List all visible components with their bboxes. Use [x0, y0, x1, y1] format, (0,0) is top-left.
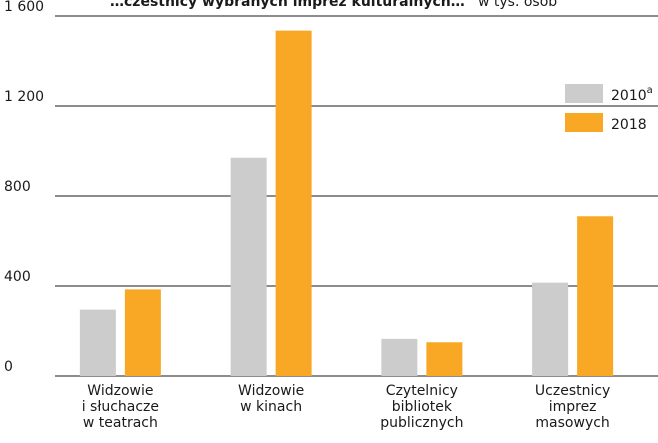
y-tick-label-1200: 1 200 [4, 89, 44, 105]
category-label-line: Uczestnicy [535, 383, 610, 399]
category-label-line: w teatrach [83, 415, 158, 431]
chart-title-unit: w tys. osób [478, 0, 557, 10]
y-axis-tick-labels: 0 400 800 1 200 1 600 [4, 0, 44, 375]
bar-2010-3 [532, 282, 569, 376]
category-label-line: masowych [535, 415, 609, 431]
category-label-line: publicznych [380, 415, 463, 431]
y-tick-label-800: 800 [4, 179, 31, 195]
bar-2018-3 [577, 216, 614, 376]
bar-2018-1 [275, 30, 312, 376]
bar-2010-0 [79, 309, 116, 376]
category-label-line: bibliotek [392, 399, 453, 415]
y-tick-label-0: 0 [4, 359, 13, 375]
legend-swatch-2018 [565, 113, 603, 132]
category-label-1: Widzowie w kinach [238, 383, 304, 415]
bar-2018-2 [426, 342, 463, 376]
legend-swatch-2010 [565, 84, 603, 103]
bar-2018-0 [124, 289, 161, 376]
category-label-line: imprez [549, 399, 597, 415]
category-label-line: w kinach [240, 399, 302, 415]
category-label-line: i słuchacze [82, 399, 159, 415]
category-label-0: Widzowie i słuchacze w teatrach [82, 383, 159, 431]
y-tick-label-1600: 1 600 [4, 0, 44, 15]
chart-title-group: …czestnicy wybranych imprez kulturalnych… [110, 0, 557, 10]
legend-superscript: a [647, 85, 653, 96]
category-label-2: Czytelnicy bibliotek publicznych [380, 383, 463, 431]
chart-title: …czestnicy wybranych imprez kulturalnych… [110, 0, 465, 10]
y-tick-label-400: 400 [4, 269, 31, 285]
bars-group [79, 30, 614, 376]
bar-2010-2 [381, 338, 418, 376]
legend: 2010a 2018 [565, 84, 653, 133]
category-label-line: Widzowie [238, 383, 304, 399]
category-label-line: Widzowie [87, 383, 153, 399]
legend-label-2018: 2018 [611, 117, 647, 133]
bar-2010-1 [230, 157, 267, 376]
category-label-3: Uczestnicy imprez masowych [535, 383, 610, 431]
category-label-line: Czytelnicy [386, 383, 458, 399]
legend-label-2010: 2010a [611, 85, 653, 104]
